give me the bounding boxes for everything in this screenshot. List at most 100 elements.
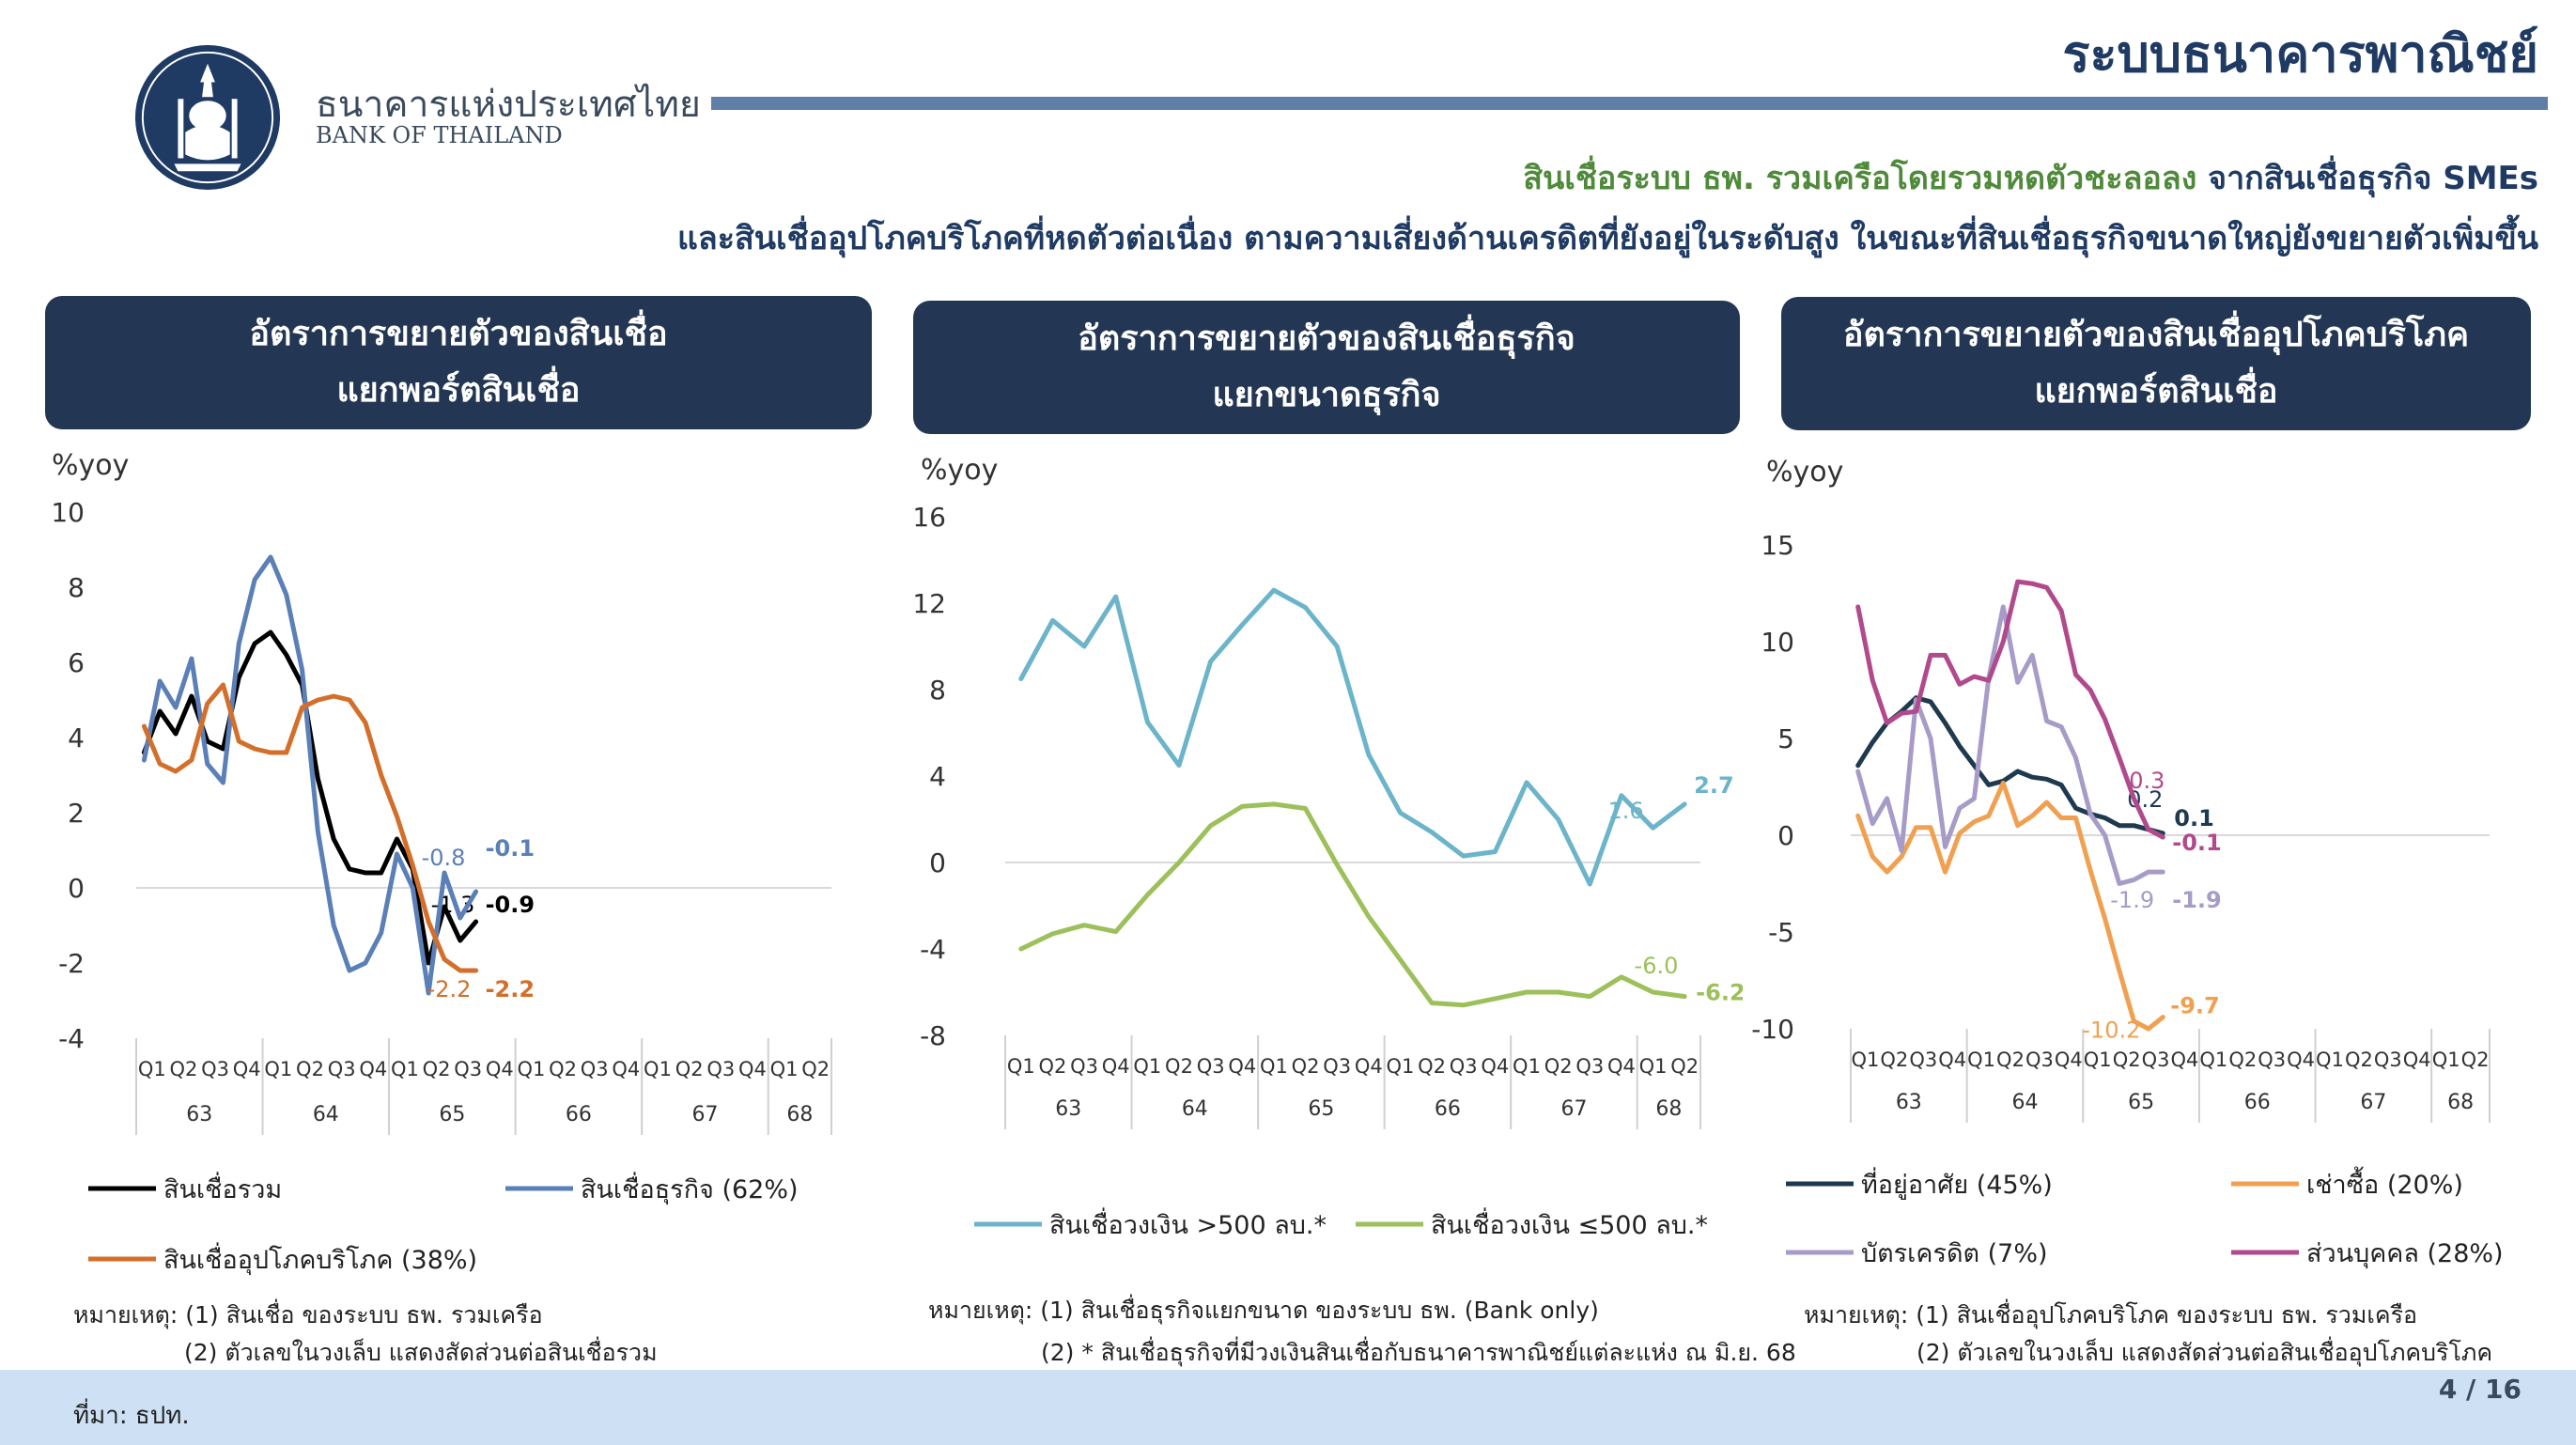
legend-label: สินเชื่อวงเงิน >500 ลบ.* — [1049, 1207, 1327, 1240]
data-label: -0.1 — [486, 835, 535, 862]
x-tick-label: Q4 — [2287, 1049, 2315, 1071]
x-tick-label: Q2 — [1292, 1055, 1320, 1078]
y-tick-label: 0 — [1777, 820, 1794, 851]
panel-title-line-2: แยกขนาดธุรกิจ — [1212, 376, 1441, 414]
data-label: 2.7 — [1694, 772, 1734, 799]
panel-header-consumer-loans: อัตราการขยายตัวของสินเชื่ออุปโภคบริโภค แ… — [1781, 297, 2531, 430]
x-tick-label: Q2 — [423, 1058, 451, 1080]
x-year-label: 63 — [1896, 1091, 1922, 1114]
x-tick-label: Q1 — [2432, 1049, 2460, 1071]
panel-title-line-1: อัตราการขยายตัวของสินเชื่อธุรกิจ — [1078, 319, 1575, 358]
x-year-label: 64 — [2011, 1091, 2038, 1114]
x-tick-label: Q3 — [1070, 1055, 1098, 1078]
y-tick-label: 4 — [68, 722, 85, 754]
x-tick-label: Q2 — [1039, 1055, 1067, 1078]
x-tick-label: Q4 — [1228, 1055, 1256, 1078]
data-label: 0.3 — [2129, 768, 2165, 794]
x-year-label: 68 — [786, 1103, 813, 1126]
x-tick-label: Q4 — [1938, 1049, 1966, 1071]
x-tick-label: Q1 — [1007, 1055, 1035, 1078]
y-tick-label: 8 — [929, 675, 946, 706]
data-label: -6.2 — [1696, 980, 1743, 1006]
x-tick-label: Q1 — [518, 1058, 546, 1080]
chart-note-line-1: หมายเหตุ: (1) สินเชื่ออุปโภคบริโภค ของระ… — [1804, 1301, 2418, 1328]
x-tick-label: Q2 — [2461, 1049, 2490, 1071]
x-tick-label: Q2 — [549, 1058, 577, 1080]
x-tick-label: Q4 — [359, 1058, 387, 1080]
bank-seal-logo — [134, 44, 281, 191]
header-rule — [711, 97, 2548, 110]
data-label: -2.2 — [427, 976, 472, 1002]
legend-label: เช่าซื้อ (20%) — [2306, 1166, 2463, 1200]
x-tick-label: Q3 — [454, 1058, 482, 1080]
x-year-label: 68 — [2447, 1091, 2474, 1114]
x-tick-label: Q4 — [1355, 1055, 1383, 1078]
x-tick-label: Q3 — [2142, 1049, 2170, 1071]
x-tick-label: Q3 — [2258, 1049, 2286, 1071]
legend-label: สินเชื่อวงเงิน ≤500 ลบ.* — [1431, 1207, 1708, 1240]
source-note: ที่มา: ธปท. — [73, 1402, 190, 1430]
x-tick-label: Q1 — [1513, 1055, 1541, 1078]
legend-label: สินเชื่อรวม — [163, 1172, 282, 1204]
x-tick-label: Q1 — [2316, 1049, 2344, 1071]
x-year-label: 66 — [1435, 1097, 1461, 1121]
x-tick-label: Q3 — [706, 1058, 735, 1080]
x-year-label: 65 — [439, 1103, 465, 1126]
headline-continuation: จากสินเชื่อธุรกิจ SMEs — [2208, 160, 2538, 197]
data-label: -1.9 — [2110, 887, 2154, 913]
series-line — [1855, 579, 2165, 840]
x-year-label: 63 — [186, 1103, 212, 1126]
y-axis-label: %yoy — [52, 449, 129, 482]
x-year-label: 64 — [1182, 1097, 1208, 1121]
data-label: 1.6 — [1608, 798, 1644, 824]
legend-label: บัตรเครดิต (7%) — [1861, 1239, 2048, 1268]
chart-note-line-2: (2) * สินเชื่อธุรกิจที่มีวงเงินสินเชื่อก… — [1041, 1339, 1796, 1366]
x-tick-label: Q4 — [486, 1058, 514, 1080]
x-tick-label: Q3 — [581, 1058, 609, 1080]
y-tick-label: 15 — [1761, 530, 1794, 561]
series-line — [1018, 587, 1687, 887]
x-tick-label: Q1 — [2084, 1049, 2112, 1071]
x-tick-label: Q1 — [391, 1058, 419, 1080]
panel-header-total-loans: อัตราการขยายตัวของสินเชื่อ แยกพอร์ตสินเช… — [45, 296, 872, 429]
panel-header-business-loans: อัตราการขยายตัวของสินเชื่อธุรกิจ แยกขนาด… — [913, 301, 1740, 434]
x-tick-label: Q1 — [1387, 1055, 1415, 1078]
legend-label: สินเชื่อธุรกิจ (62%) — [581, 1172, 799, 1205]
x-tick-label: Q1 — [2199, 1049, 2227, 1071]
x-tick-label: Q2 — [675, 1058, 704, 1080]
x-year-label: 63 — [1055, 1097, 1081, 1121]
y-tick-label: -2 — [58, 948, 85, 979]
chart-note-line-2: (2) ตัวเลขในวงเล็บ แสดงสัดส่วนต่อสินเชื่… — [1916, 1339, 2493, 1366]
data-label: -0.9 — [486, 892, 535, 918]
y-tick-label: -10 — [1751, 1014, 1794, 1045]
x-tick-label: Q2 — [1996, 1049, 2025, 1071]
footer-bar — [0, 1370, 2576, 1445]
y-tick-label: -8 — [920, 1020, 946, 1051]
org-name-thai: ธนาคารแห่งประเทศไทย — [316, 84, 701, 126]
y-tick-label: 5 — [1777, 723, 1794, 754]
x-tick-label: Q4 — [2171, 1049, 2199, 1071]
x-tick-label: Q1 — [1967, 1049, 1995, 1071]
data-label: -0.8 — [422, 845, 466, 871]
legend-label: สินเชื่ออุปโภคบริโภค (38%) — [163, 1242, 477, 1276]
x-tick-label: Q3 — [1450, 1055, 1478, 1078]
x-year-label: 67 — [691, 1103, 718, 1126]
x-tick-label: Q4 — [1481, 1055, 1509, 1078]
series-line — [1018, 801, 1687, 1008]
y-tick-label: -5 — [1768, 917, 1794, 948]
y-tick-label: 0 — [68, 873, 85, 904]
x-tick-label: Q4 — [1102, 1055, 1130, 1078]
y-tick-label: 12 — [912, 588, 946, 619]
y-axis-label: %yoy — [1766, 456, 1843, 489]
legend-label: ส่วนบุคคล (28%) — [2306, 1239, 2504, 1269]
x-tick-label: Q3 — [328, 1058, 356, 1080]
x-tick-label: Q2 — [1165, 1055, 1193, 1078]
x-tick-label: Q3 — [1197, 1055, 1225, 1078]
x-tick-label: Q3 — [2374, 1049, 2402, 1071]
x-tick-label: Q3 — [1575, 1055, 1604, 1078]
x-tick-label: Q1 — [1852, 1049, 1880, 1071]
